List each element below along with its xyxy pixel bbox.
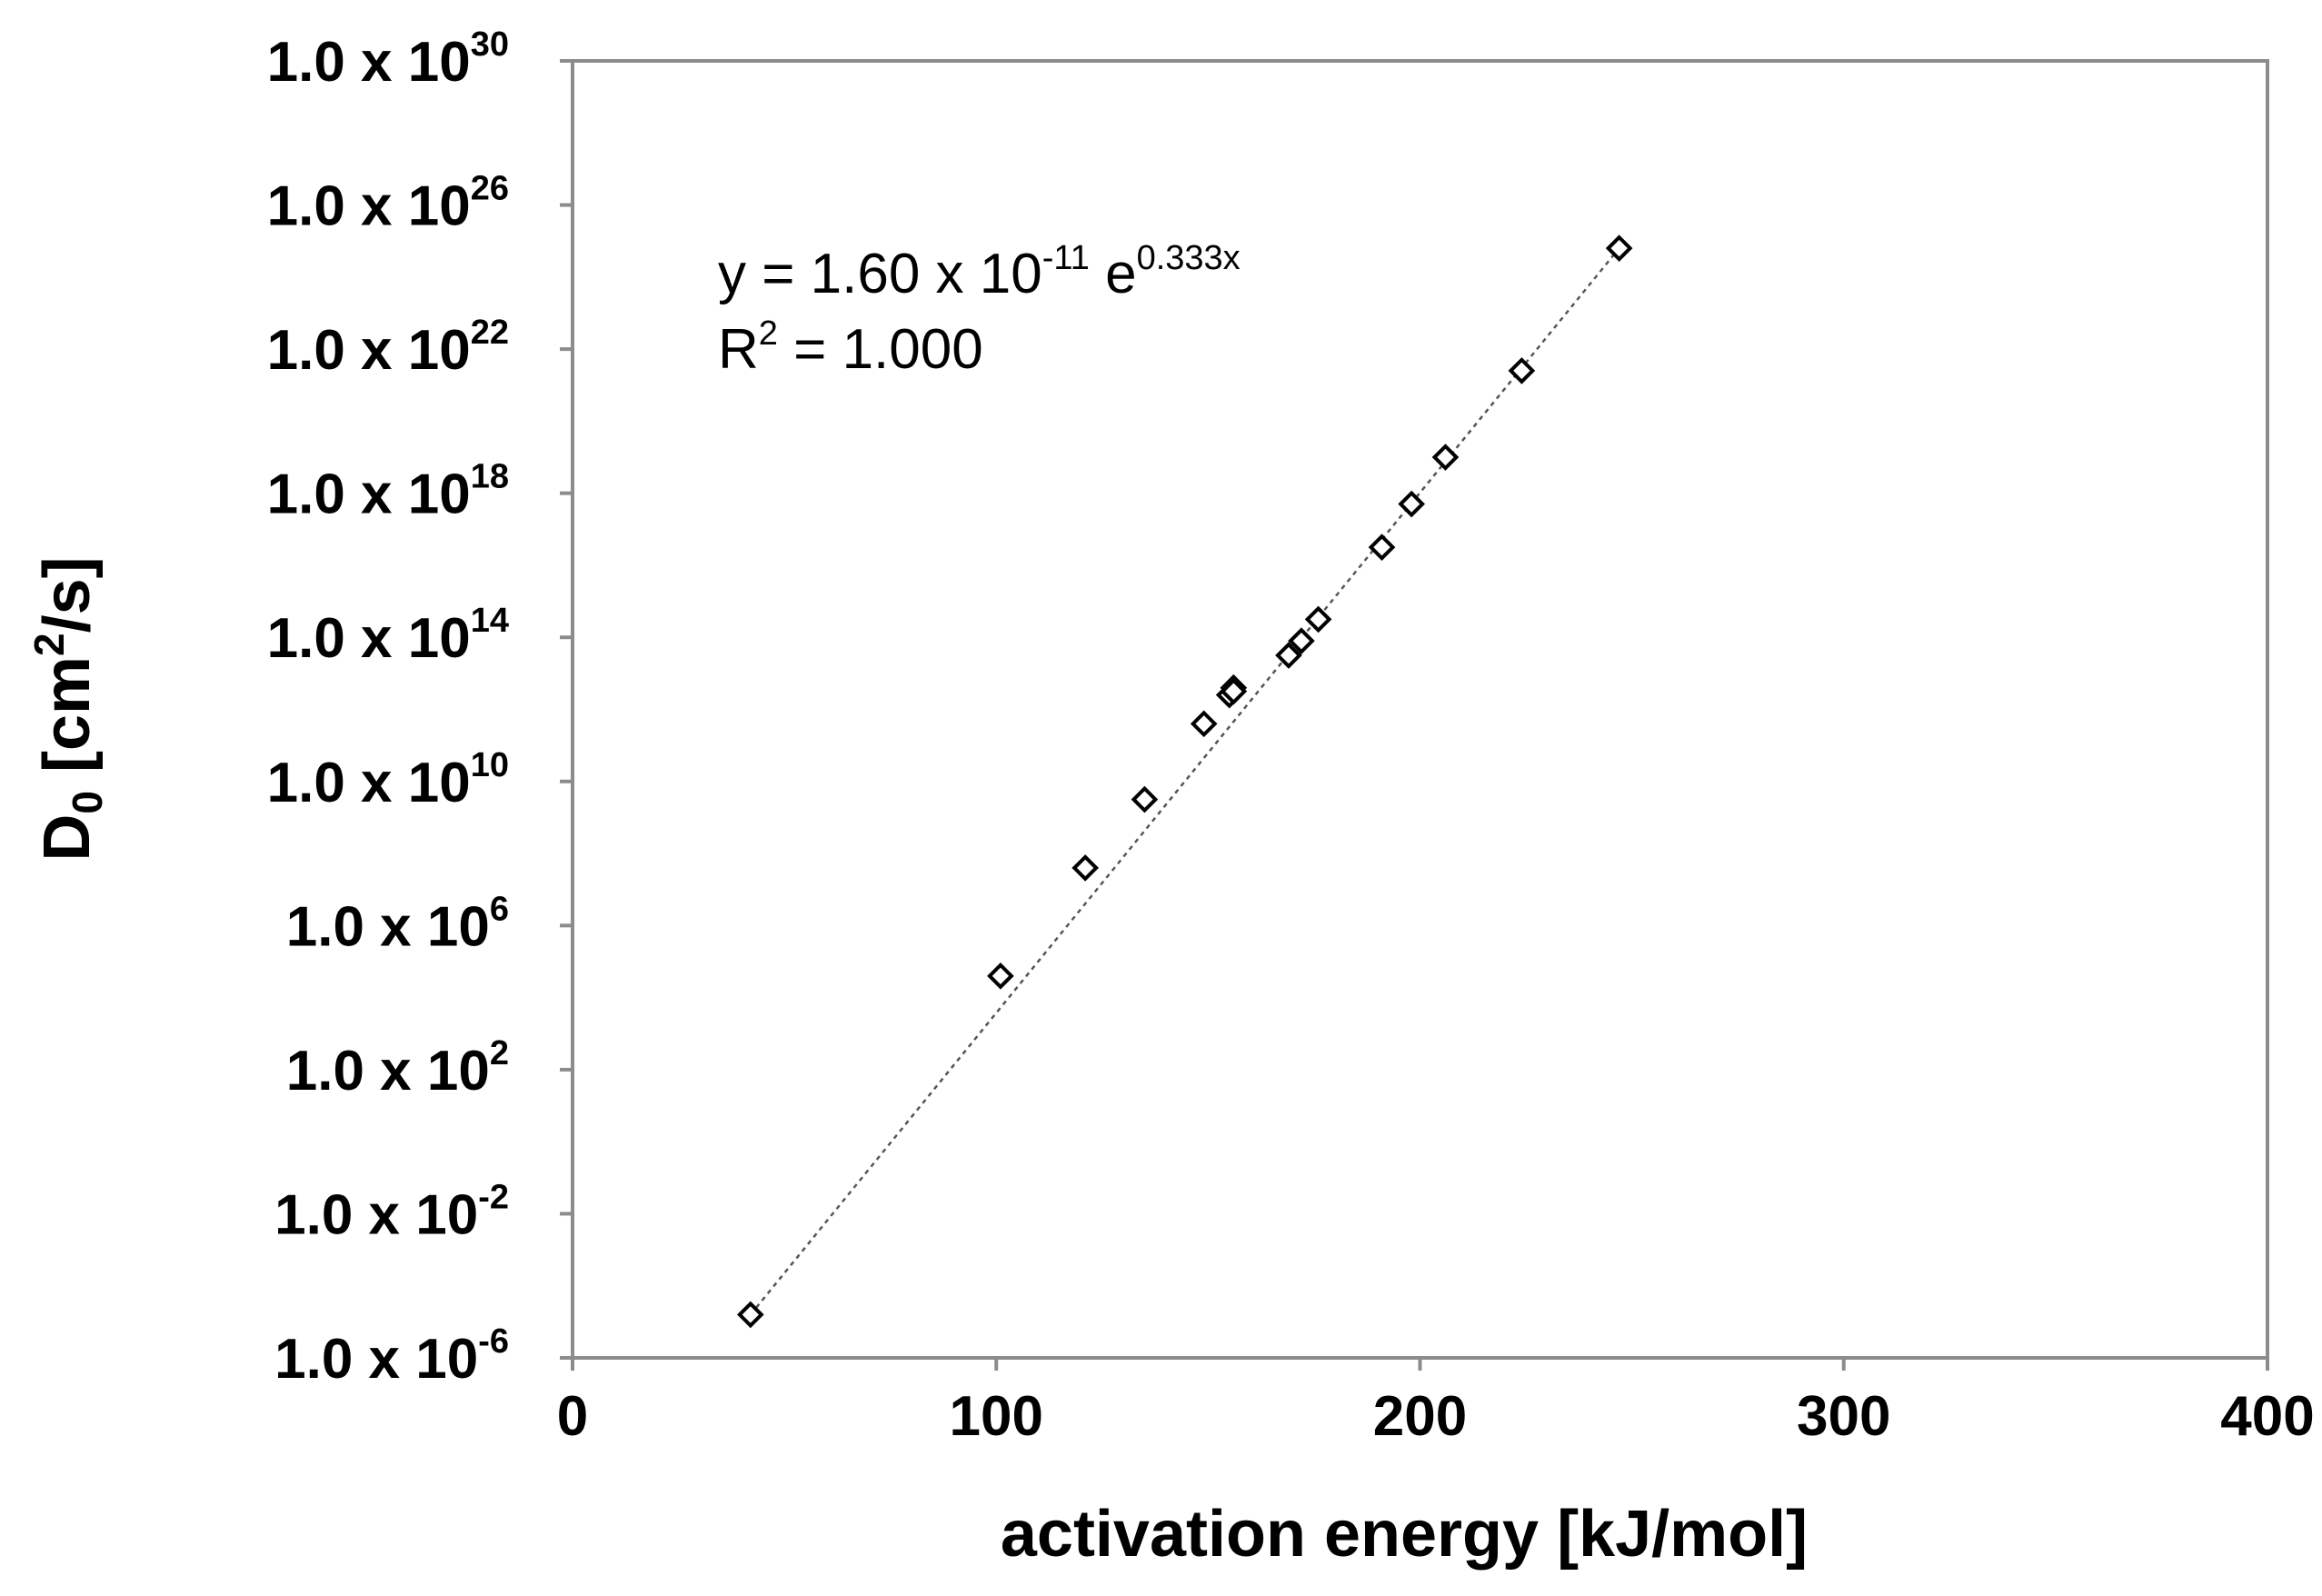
data-point — [987, 962, 1014, 990]
y-axis-ticks: 1.0 x 10-6 1.0 x 10-2 1.0 x 102 1.0 x 106 1.… — [267, 25, 573, 1391]
y-tick-label: 1.0 x 1030 — [267, 25, 509, 94]
data-point — [1220, 677, 1248, 705]
data-point — [1190, 710, 1218, 738]
x-tick-label: 0 — [557, 1385, 588, 1448]
x-tick-label: 200 — [1373, 1385, 1467, 1448]
data-point — [1071, 854, 1099, 882]
data-point — [1431, 444, 1460, 471]
trendline — [749, 247, 1620, 1316]
data-point — [1398, 490, 1426, 518]
y-tick-label: 1.0 x 1022 — [267, 314, 509, 382]
y-tick-label: 1.0 x 1010 — [267, 746, 509, 814]
data-point — [1275, 642, 1302, 669]
x-axis-ticks: 0 100 200 300 400 — [557, 1358, 2315, 1448]
y-tick-label: 1.0 x 1026 — [267, 170, 509, 238]
data-point — [736, 1301, 764, 1329]
data-point — [1508, 357, 1536, 384]
equation-line1: y = 1.60 x 10-11 e0.333x — [718, 239, 1241, 305]
equation-line2: R2 = 1.000 — [718, 314, 983, 381]
x-axis-title: activation energy [kJ/mol] — [1001, 1498, 1808, 1571]
y-axis-title: D0 [cm2/s] — [25, 556, 111, 861]
data-point — [1131, 785, 1159, 813]
data-point — [1368, 534, 1396, 561]
y-tick-label: 1.0 x 106 — [286, 890, 509, 958]
y-tick-label: 1.0 x 10-6 — [274, 1322, 509, 1391]
y-tick-label: 1.0 x 1018 — [267, 458, 509, 526]
data-point — [1288, 627, 1315, 655]
x-tick-label: 100 — [950, 1385, 1043, 1448]
y-tick-label: 1.0 x 1014 — [267, 602, 509, 670]
trendline-group — [749, 247, 1620, 1316]
y-tick-label: 1.0 x 10-2 — [274, 1178, 509, 1246]
y-tick-label: 1.0 x 102 — [286, 1034, 509, 1102]
data-points — [736, 234, 1633, 1329]
x-tick-label: 300 — [1797, 1385, 1890, 1448]
x-tick-label: 400 — [2220, 1385, 2314, 1448]
data-point — [1605, 234, 1633, 262]
data-point — [1304, 605, 1332, 633]
plot-area — [571, 59, 2269, 1360]
